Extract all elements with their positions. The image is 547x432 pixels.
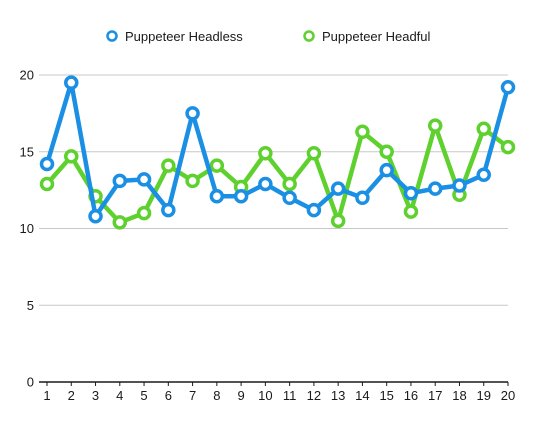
data-point-puppeteer-headful-1[interactable]	[39, 176, 55, 192]
x-tick-label-6: 6	[165, 388, 172, 403]
data-point-puppeteer-headful-17[interactable]	[427, 118, 443, 133]
y-tick-label-5: 5	[27, 298, 34, 313]
x-tick-label-3: 3	[92, 388, 99, 403]
x-tick-label-15: 15	[379, 388, 393, 403]
x-tick-label-16: 16	[404, 388, 418, 403]
data-point-puppeteer-headless-9[interactable]	[233, 189, 249, 204]
data-point-puppeteer-headful-20[interactable]	[500, 139, 516, 155]
data-point-puppeteer-headless-12[interactable]	[306, 202, 322, 218]
data-point-puppeteer-headful-6[interactable]	[161, 158, 176, 173]
data-point-puppeteer-headless-16[interactable]	[403, 185, 419, 201]
data-point-puppeteer-headful-7[interactable]	[185, 173, 200, 189]
x-tick-label-14: 14	[355, 388, 369, 403]
x-tick-label-7: 7	[189, 388, 196, 403]
y-tick-label-0: 0	[27, 375, 34, 390]
data-point-puppeteer-headful-14[interactable]	[355, 124, 370, 140]
data-point-puppeteer-headless-5[interactable]	[136, 172, 152, 187]
series-line-puppeteer-headful	[44, 123, 511, 225]
data-point-puppeteer-headless-15[interactable]	[379, 162, 394, 178]
data-point-puppeteer-headful-5[interactable]	[136, 205, 152, 221]
data-point-puppeteer-headless-4[interactable]	[112, 173, 128, 189]
x-tick-label-8: 8	[213, 388, 220, 403]
data-point-puppeteer-headless-19[interactable]	[476, 167, 491, 183]
legend-label-headful: Puppeteer Headful	[322, 29, 431, 44]
series-layer	[39, 75, 516, 230]
legend-marker-headful	[303, 30, 315, 42]
data-point-puppeteer-headful-12[interactable]	[306, 146, 322, 161]
x-tick-label-13: 13	[331, 388, 345, 403]
x-tick-label-11: 11	[283, 388, 297, 403]
data-point-puppeteer-headless-20[interactable]	[500, 80, 516, 95]
data-point-puppeteer-headful-11[interactable]	[282, 176, 297, 192]
data-point-puppeteer-headful-16[interactable]	[403, 204, 419, 219]
data-point-puppeteer-headless-6[interactable]	[161, 202, 176, 218]
data-point-puppeteer-headless-17[interactable]	[427, 181, 443, 196]
data-point-puppeteer-headless-1[interactable]	[39, 156, 55, 172]
legend-item-headless[interactable]: Puppeteer Headless	[106, 29, 244, 44]
data-point-puppeteer-headful-8[interactable]	[209, 158, 225, 173]
x-tick-label-2: 2	[68, 388, 75, 403]
data-point-puppeteer-headless-11[interactable]	[282, 190, 297, 206]
data-point-puppeteer-headless-10[interactable]	[258, 176, 273, 192]
data-point-puppeteer-headless-3[interactable]	[88, 208, 103, 224]
data-point-puppeteer-headful-19[interactable]	[476, 121, 491, 136]
data-point-puppeteer-headless-14[interactable]	[355, 190, 370, 206]
data-point-puppeteer-headful-13[interactable]	[330, 213, 346, 229]
data-point-puppeteer-headful-10[interactable]	[258, 146, 273, 161]
y-tick-label-10: 10	[20, 221, 34, 236]
series-line-puppeteer-headless	[44, 80, 511, 219]
data-point-puppeteer-headless-18[interactable]	[452, 178, 467, 193]
data-point-puppeteer-headful-15[interactable]	[379, 144, 394, 159]
x-tick-label-10: 10	[258, 388, 272, 403]
data-point-puppeteer-headful-2[interactable]	[64, 149, 79, 164]
series-puppeteer-headful	[39, 118, 516, 230]
x-tick-label-5: 5	[140, 388, 147, 403]
x-tick-label-20: 20	[501, 388, 515, 403]
legend-marker-headless	[106, 30, 118, 42]
data-point-puppeteer-headless-7[interactable]	[185, 106, 200, 121]
legend-item-headful[interactable]: Puppeteer Headful	[303, 29, 431, 44]
data-point-puppeteer-headless-2[interactable]	[64, 75, 79, 90]
y-tick-label-15: 15	[20, 144, 34, 159]
x-tick-label-19: 19	[477, 388, 491, 403]
data-point-puppeteer-headless-13[interactable]	[330, 181, 346, 196]
x-tick-label-17: 17	[428, 388, 442, 403]
x-tick-label-18: 18	[452, 388, 466, 403]
x-tick-label-1: 1	[43, 388, 50, 403]
x-tick-label-4: 4	[116, 388, 123, 403]
y-tick-label-20: 20	[20, 68, 34, 83]
x-tick-label-12: 12	[307, 388, 321, 403]
data-point-puppeteer-headful-4[interactable]	[112, 215, 128, 230]
series-puppeteer-headless	[39, 75, 516, 224]
legend: Puppeteer Headless Puppeteer Headful	[106, 29, 431, 44]
x-tick-label-9: 9	[237, 388, 244, 403]
data-point-puppeteer-headless-8[interactable]	[209, 189, 225, 204]
legend-label-headless: Puppeteer Headless	[125, 29, 243, 44]
